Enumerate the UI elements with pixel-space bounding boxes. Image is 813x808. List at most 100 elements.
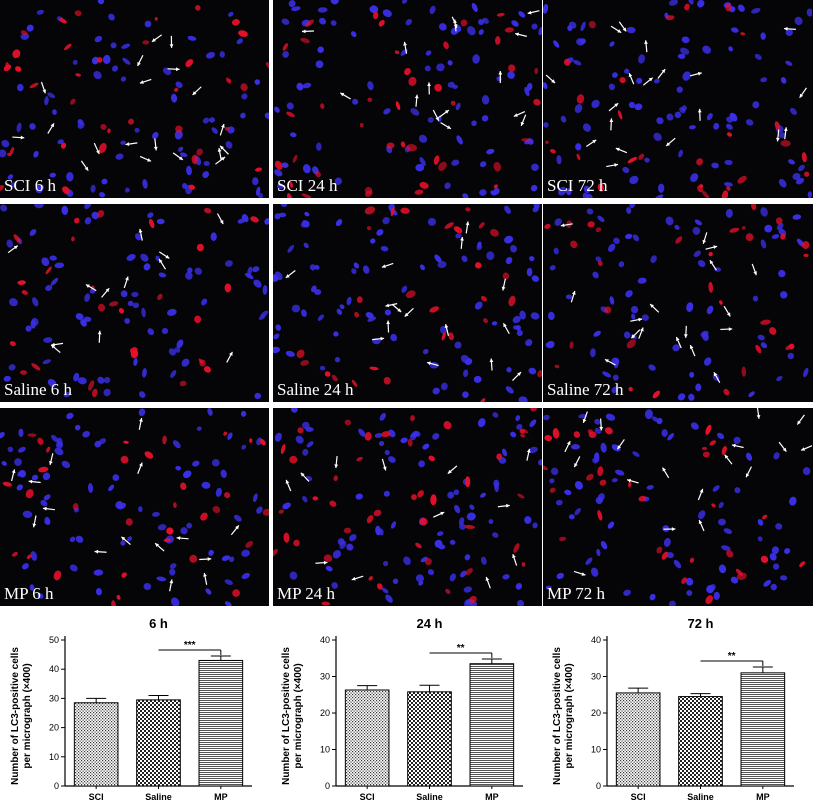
lc3-stain-dot bbox=[656, 546, 663, 554]
arrow-icon bbox=[139, 78, 152, 84]
nucleus-dot bbox=[252, 266, 260, 273]
arrow-icon bbox=[80, 160, 89, 172]
arrow-icon bbox=[705, 245, 718, 250]
nucleus-dot bbox=[688, 125, 696, 130]
lc3-stain-dot bbox=[465, 476, 471, 488]
nucleus-dot bbox=[458, 517, 465, 526]
arrow-icon bbox=[40, 81, 47, 94]
nucleus-dot bbox=[576, 38, 585, 46]
nucleus-dot bbox=[47, 92, 56, 99]
nucleus-dot bbox=[291, 6, 301, 12]
nucleus-dot bbox=[778, 132, 787, 139]
nucleus-dot bbox=[608, 83, 615, 91]
nucleus-dot bbox=[260, 310, 269, 318]
lc3-stain-dot bbox=[224, 283, 232, 293]
nucleus-dot bbox=[179, 152, 188, 158]
x-tick-label: SCI bbox=[89, 792, 104, 802]
nucleus-dot bbox=[187, 35, 197, 41]
nucleus-dot bbox=[290, 408, 298, 413]
nucleus-dot bbox=[629, 204, 636, 209]
nucleus-dot bbox=[16, 122, 22, 133]
nucleus-dot bbox=[754, 53, 762, 60]
nucleus-dot bbox=[566, 188, 572, 196]
arrow-icon bbox=[153, 138, 158, 151]
arrow-icon bbox=[285, 270, 296, 279]
lc3-stain-dot bbox=[723, 388, 730, 396]
nucleus-dot bbox=[553, 40, 560, 48]
arrow-icon bbox=[697, 488, 704, 501]
nucleus-dot bbox=[778, 269, 786, 278]
nucleus-dot bbox=[346, 296, 352, 306]
lc3-stain-dot bbox=[504, 27, 514, 33]
arrow-icon bbox=[217, 147, 222, 160]
nucleus-dot bbox=[95, 588, 102, 596]
lc3-stain-dot bbox=[144, 451, 154, 459]
lc3-stain-dot bbox=[173, 502, 177, 508]
arrow-icon bbox=[526, 448, 531, 461]
lc3-stain-dot bbox=[519, 428, 525, 434]
nucleus-dot bbox=[57, 139, 64, 145]
lc3-stain-dot bbox=[2, 481, 12, 487]
nucleus-dot bbox=[605, 413, 616, 421]
nucleus-dot bbox=[512, 325, 519, 330]
lc3-stain-dot bbox=[684, 3, 690, 11]
lc3-stain-dot bbox=[7, 152, 12, 157]
arrow-icon bbox=[498, 71, 503, 84]
nucleus-dot bbox=[795, 177, 805, 185]
nucleus-dot bbox=[50, 277, 59, 286]
nucleus-dot bbox=[335, 219, 343, 227]
lc3-stain-dot bbox=[63, 43, 72, 51]
nucleus-dot bbox=[101, 178, 108, 185]
lc3-stain-dot bbox=[626, 339, 636, 349]
lc3-stain-dot bbox=[329, 500, 337, 507]
nucleus-dot bbox=[506, 367, 512, 373]
x-tick-label: Saline bbox=[145, 792, 172, 802]
nucleus-dot bbox=[666, 113, 674, 121]
nucleus-dot bbox=[288, 0, 296, 8]
nucleus-dot bbox=[73, 372, 80, 382]
nucleus-dot bbox=[788, 159, 795, 165]
lc3-stain-dot bbox=[163, 538, 171, 542]
nucleus-dot bbox=[103, 388, 111, 397]
lc3-stain-dot bbox=[394, 50, 400, 55]
nucleus-dot bbox=[273, 346, 281, 354]
nucleus-dot bbox=[574, 507, 581, 516]
nucleus-dot bbox=[75, 313, 84, 320]
nucleus-dot bbox=[77, 119, 84, 125]
nucleus-dot bbox=[760, 77, 768, 83]
nucleus-dot bbox=[760, 32, 766, 40]
arrow-icon bbox=[300, 472, 310, 482]
nucleus-dot bbox=[745, 119, 754, 126]
nucleus-dot bbox=[449, 573, 457, 582]
arrow-icon bbox=[169, 579, 174, 592]
nucleus-dot bbox=[274, 213, 281, 220]
nucleus-dot bbox=[667, 433, 675, 441]
nucleus-dot bbox=[97, 0, 105, 5]
nucleus-dot bbox=[66, 171, 74, 182]
arrow-icon bbox=[94, 549, 107, 554]
nucleus-dot bbox=[789, 107, 798, 115]
nucleus-dot bbox=[122, 57, 131, 65]
nucleus-dot bbox=[138, 391, 146, 398]
lc3-stain-dot bbox=[545, 140, 549, 144]
arrow-icon bbox=[497, 503, 510, 508]
nucleus-dot bbox=[54, 447, 64, 456]
nucleus-dot bbox=[228, 11, 234, 17]
nucleus-dot bbox=[772, 563, 780, 570]
nucleus-dot bbox=[0, 149, 7, 158]
arrow-icon bbox=[573, 456, 581, 468]
y-axis-label: Number of LC3-positive cellsper microgra… bbox=[552, 647, 575, 785]
nucleus-dot bbox=[682, 71, 691, 81]
lc3-stain-dot bbox=[128, 118, 134, 125]
nucleus-dot bbox=[215, 487, 222, 497]
arrow-icon bbox=[426, 361, 439, 367]
nucleus-dot bbox=[315, 60, 324, 69]
nucleus-dot bbox=[549, 478, 555, 484]
arrow-icon bbox=[756, 408, 761, 419]
lc3-stain-dot bbox=[619, 77, 626, 84]
lc3-stain-dot bbox=[289, 455, 298, 464]
nucleus-dot bbox=[689, 371, 695, 378]
arrow-icon bbox=[403, 41, 408, 54]
arrow-icon bbox=[125, 142, 138, 146]
lc3-stain-dot bbox=[366, 515, 374, 524]
